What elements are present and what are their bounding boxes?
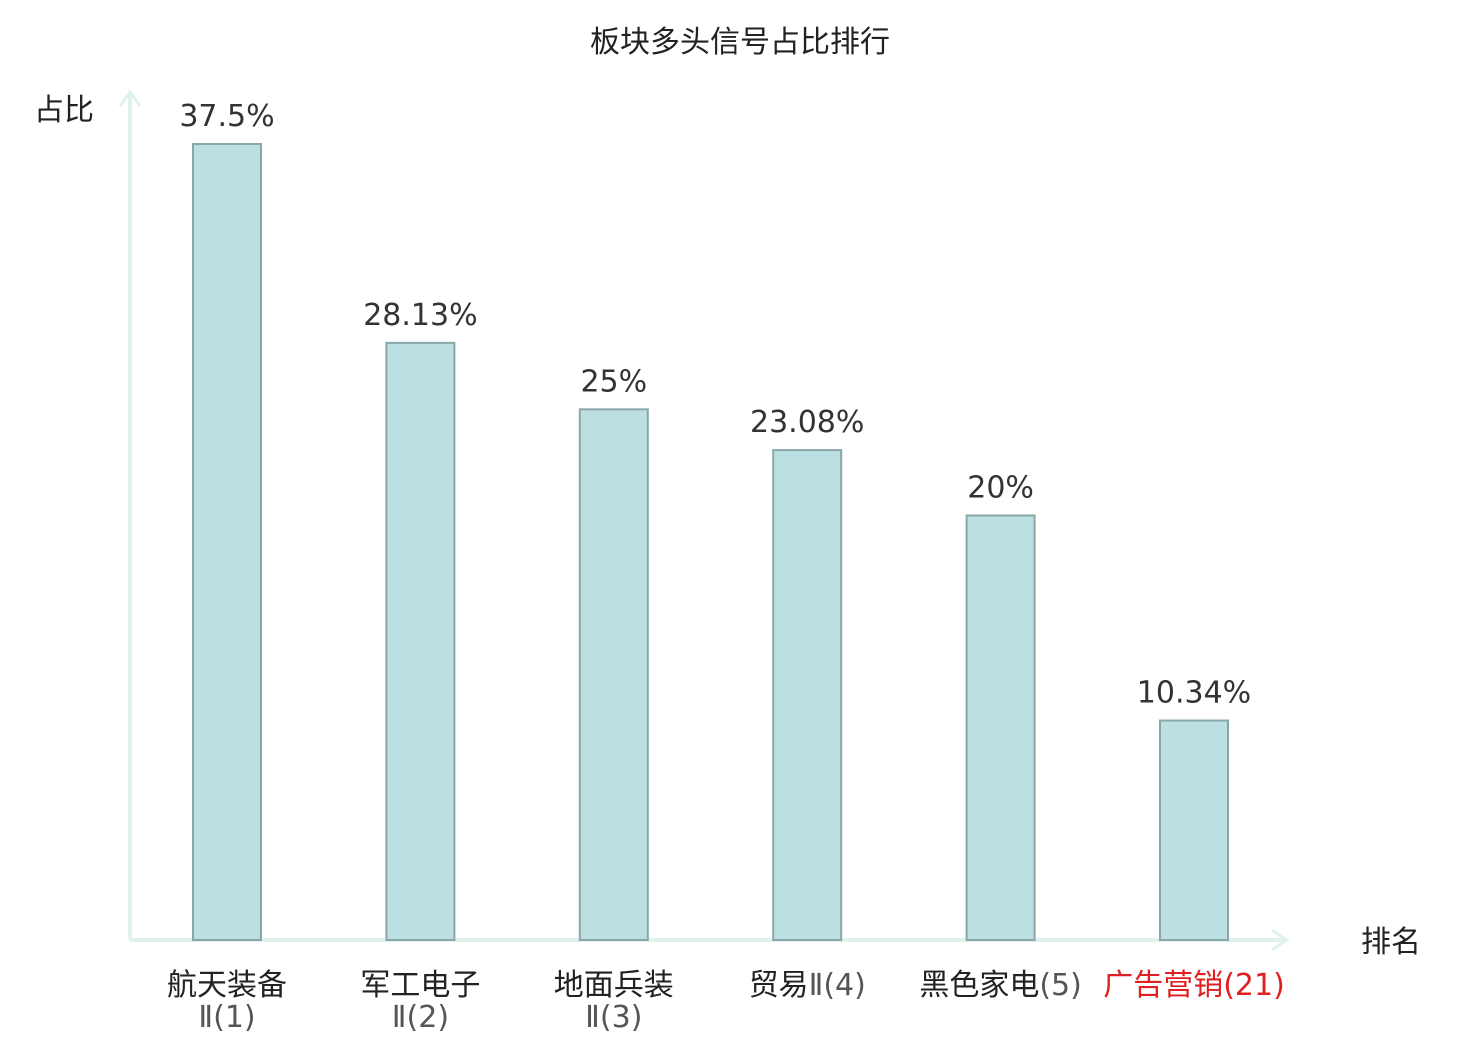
bar-4: [772, 449, 843, 941]
category-name: 航天装备: [167, 968, 287, 1003]
x-axis-arrow: [1271, 928, 1290, 952]
category-rank: Ⅱ(1): [198, 1000, 255, 1035]
value-label-3: 25%: [580, 364, 647, 399]
value-labels-group: 37.5% 28.13% 25% 23.08% 20% 10.34%: [179, 99, 1251, 711]
value-label-6: 10.34%: [1137, 676, 1251, 711]
y-axis-label: 占比: [34, 93, 94, 128]
category-name: 黑色家电: [919, 968, 1039, 1003]
chart-title: 板块多头信号占比排行: [590, 25, 890, 60]
x-axis-label: 排名: [1361, 925, 1421, 960]
bar-6: [1159, 719, 1229, 942]
bar-1: [192, 143, 262, 941]
value-label-2: 28.13%: [363, 298, 477, 333]
category-label-2: 军工电子 Ⅱ(2): [360, 968, 480, 1035]
axes: [118, 89, 1290, 952]
y-axis-arrow: [118, 89, 142, 107]
category-labels-group: 航天装备 Ⅱ(1) 军工电子 Ⅱ(2) 地面兵装 Ⅱ(3) 贸易Ⅱ(4) 黑色家电(5) 广告营…: [167, 968, 1285, 1035]
category-rank: Ⅱ(4): [809, 968, 866, 1003]
bar-5: [965, 514, 1036, 941]
category-label-3: 地面兵装 Ⅱ(3): [554, 968, 674, 1035]
value-label-1: 37.5%: [179, 99, 274, 134]
category-rank: Ⅱ(2): [392, 1000, 449, 1035]
value-label-5: 20%: [967, 470, 1034, 505]
category-rank: (5): [1039, 968, 1082, 1003]
category-name: 军工电子: [360, 968, 480, 1003]
bar-2: [385, 341, 456, 941]
category-label-5: 黑色家电(5): [919, 968, 1082, 1003]
category-rank: Ⅱ(3): [585, 1000, 642, 1035]
bars-group: [192, 143, 1229, 942]
category-rank: (21): [1223, 968, 1285, 1003]
category-label-6: 广告营销(21): [1103, 968, 1285, 1003]
category-label-1: 航天装备 Ⅱ(1): [167, 968, 287, 1035]
value-label-4: 23.08%: [750, 405, 864, 440]
category-name: 地面兵装: [554, 968, 674, 1003]
category-name: 广告营销: [1103, 968, 1223, 1003]
category-label-4: 贸易Ⅱ(4): [749, 968, 866, 1003]
bar-3: [578, 408, 649, 942]
category-name: 贸易: [749, 968, 809, 1003]
